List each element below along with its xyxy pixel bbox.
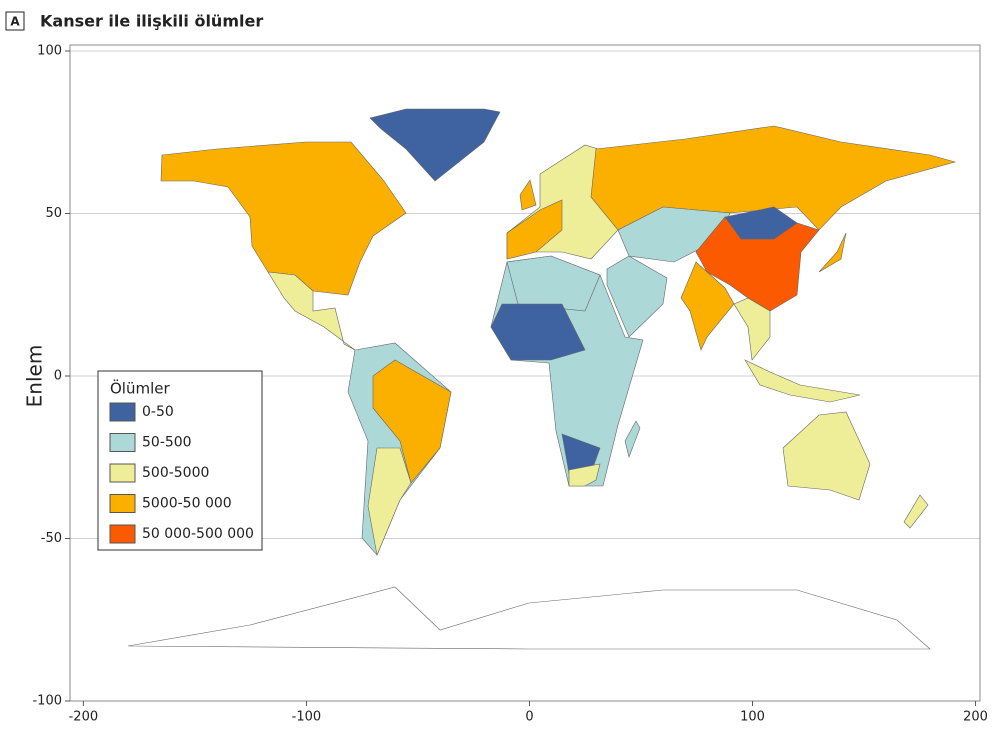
y-tick-label: -50 [41,531,62,546]
y-axis-label: Enlem [23,345,47,408]
legend-label: 0-50 [142,404,174,420]
legend-label: 50 000-500 000 [142,526,254,542]
chart-title: Kanser ile ilişkili ölümler [40,12,263,31]
new-zealand [903,494,929,529]
legend-swatch [109,402,136,422]
india [680,261,735,351]
y-tick-label: 100 [37,44,62,59]
map [127,108,957,650]
antarctica [127,586,931,650]
x-tick-label: 200 [963,710,988,725]
middle-east [606,255,668,338]
legend-label: 50-500 [142,435,192,451]
legend-title: Ölümler [110,379,170,398]
japan [818,232,847,273]
madagascar [624,420,641,459]
x-tick-label: -200 [69,710,99,725]
legend-swatch [109,463,136,483]
greenland [369,108,501,182]
central-america [267,271,356,351]
south-africa [568,463,601,487]
west-europe [506,199,563,260]
north-africa [506,255,601,312]
argentina [367,447,412,557]
legend-swatch [109,494,136,513]
x-tick-label: 100 [740,710,765,725]
y-tick-label: -100 [32,694,62,709]
legend-label: 5000-50 000 [142,496,232,512]
x-tick-label: -100 [292,710,322,725]
frame [69,44,981,702]
australia [782,411,871,501]
legend-label: 500-5000 [142,465,209,481]
sahel [490,303,586,361]
legend-swatch [109,524,136,544]
x-tick-label: 0 [525,710,533,725]
north-america [160,141,407,296]
indonesia [744,359,861,403]
legend: Ölümler 0-50 50-500 500-5000 5000-50 000 50 … [97,370,263,551]
y-tick-label: 50 [45,206,62,221]
uk [519,179,537,211]
panel-box [5,11,25,31]
brazil [372,359,452,484]
panel-label: A [10,15,20,29]
southeast-asia [733,297,771,361]
legend-box [97,370,263,551]
legend-swatch [109,433,136,452]
y-tick-label: 0 [54,369,62,384]
mongolia [724,206,798,240]
